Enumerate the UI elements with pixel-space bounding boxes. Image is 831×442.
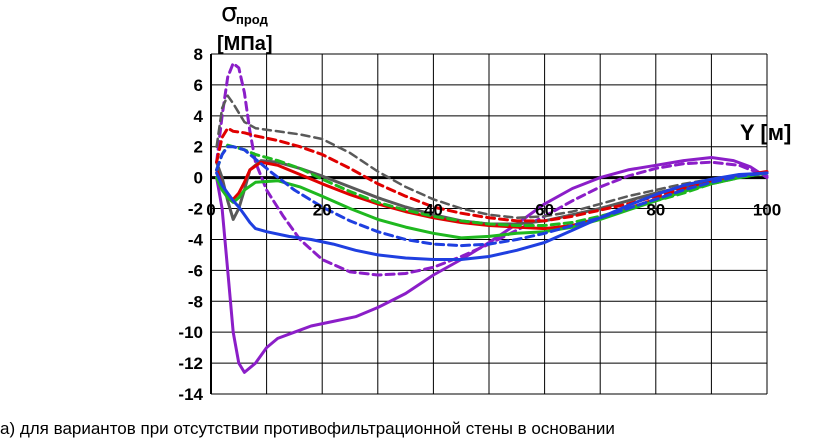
y-tick-label: -2 <box>188 200 203 219</box>
series-line-10 <box>215 171 769 261</box>
y-tick-label: 2 <box>194 138 203 157</box>
x-tick-label: 100 <box>753 201 781 220</box>
y-tick-label: 8 <box>194 45 203 64</box>
series-line-4 <box>215 159 769 226</box>
y-tick-label: 6 <box>194 76 203 95</box>
y-tick-label: -8 <box>188 292 203 311</box>
x-tick-label: 40 <box>424 201 443 220</box>
y-tick-label: -6 <box>188 261 203 280</box>
series-lines <box>215 61 769 374</box>
x-axis-label: Y [м] <box>740 120 791 145</box>
y-tick-label: 0 <box>194 169 203 188</box>
x-tick-label: 0 <box>206 201 215 220</box>
x-tick-label: 60 <box>535 201 554 220</box>
y-tick-label: 4 <box>194 107 204 126</box>
series-line-1 <box>215 156 769 374</box>
y-axis-label-symbol: σ <box>221 0 237 28</box>
y-axis-label-subscript: прод <box>236 12 269 27</box>
y-tick-label: -12 <box>178 354 203 373</box>
series-line-3 <box>215 94 769 220</box>
x-tick-label: 80 <box>646 201 665 220</box>
series-line-9 <box>215 145 769 248</box>
x-tick-label: 20 <box>313 201 332 220</box>
y-axis-label-unit: [МПа] <box>217 33 272 55</box>
series-line-2 <box>215 61 769 277</box>
grid <box>211 53 768 395</box>
y-tick-label: -14 <box>178 385 203 404</box>
y-tick-label: -4 <box>188 230 204 249</box>
figure-caption: а) для вариантов при отсутствии противоф… <box>0 419 615 438</box>
y-tick-label: -10 <box>178 323 203 342</box>
